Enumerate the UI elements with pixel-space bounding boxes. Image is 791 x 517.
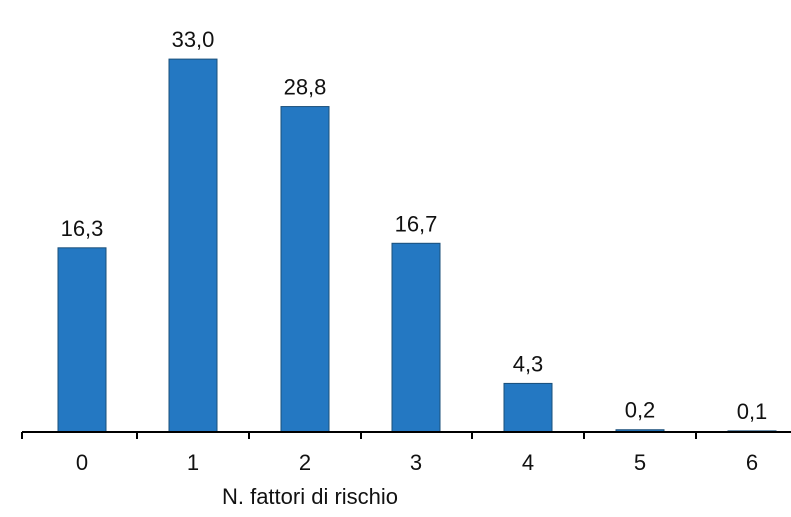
bar-3 bbox=[391, 242, 441, 433]
x-ticks-group bbox=[21, 432, 697, 439]
bar-1 bbox=[168, 58, 218, 433]
value-label-2: 28,8 bbox=[284, 75, 327, 100]
value-label-0: 16,3 bbox=[61, 216, 104, 241]
bar-0 bbox=[57, 247, 107, 433]
x-tick-labels-group: 0 1 2 3 4 5 6 bbox=[76, 450, 758, 475]
x-tick-label-5: 5 bbox=[634, 450, 646, 475]
x-tick-label-6: 6 bbox=[746, 450, 758, 475]
x-tick-label-4: 4 bbox=[522, 450, 534, 475]
bars-group bbox=[57, 58, 777, 433]
value-labels-group: 16,3 33,0 28,8 16,7 4,3 0,2 0,1 bbox=[61, 27, 768, 424]
x-tick-label-2: 2 bbox=[299, 450, 311, 475]
value-label-3: 16,7 bbox=[395, 211, 438, 236]
value-label-5: 0,2 bbox=[625, 398, 656, 423]
x-tick-label-3: 3 bbox=[410, 450, 422, 475]
bar-4 bbox=[503, 382, 553, 433]
x-tick-label-0: 0 bbox=[76, 450, 88, 475]
x-axis-title: N. fattori di rischio bbox=[222, 484, 398, 509]
bar-2 bbox=[280, 106, 330, 433]
value-label-4: 4,3 bbox=[513, 351, 544, 376]
x-tick-label-1: 1 bbox=[187, 450, 199, 475]
value-label-6: 0,1 bbox=[737, 399, 768, 424]
value-label-1: 33,0 bbox=[172, 27, 215, 52]
